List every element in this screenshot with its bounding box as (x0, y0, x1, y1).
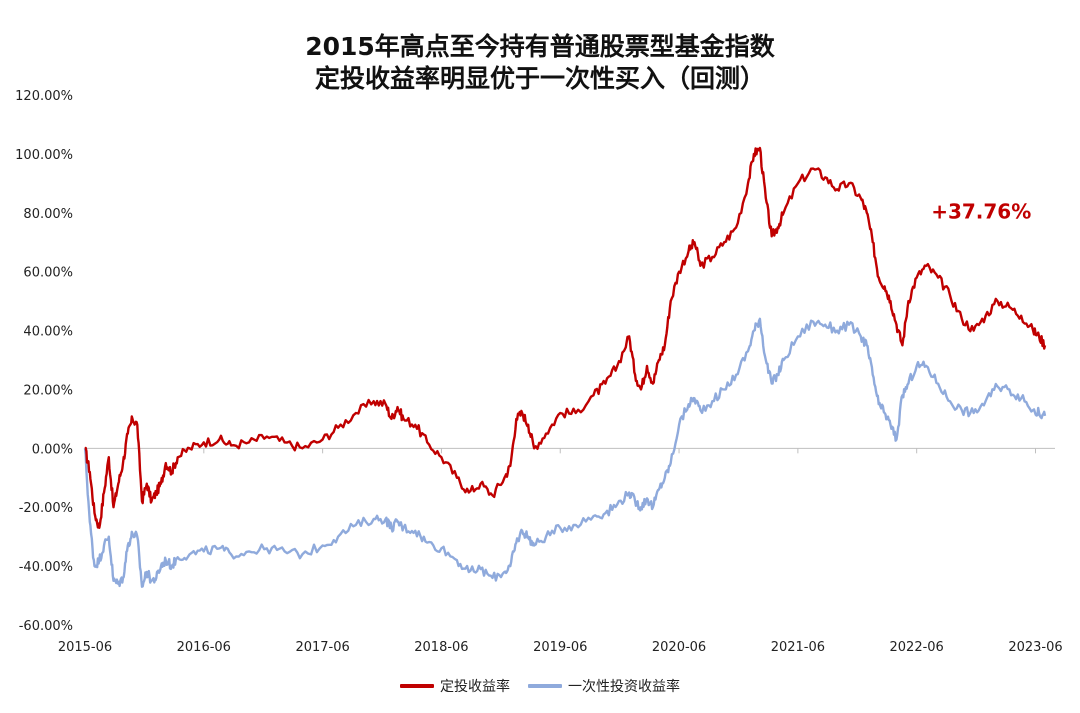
x-tick-label: 2015-06 (58, 640, 112, 655)
x-tick-label: 2019-06 (533, 640, 587, 655)
series-line-0 (84, 146, 1047, 529)
annotation-label: +37.76% (931, 200, 1031, 224)
legend-swatch-dingtou (400, 684, 434, 688)
series-lines (83, 146, 1047, 588)
y-axis-tick-labels: -60.00% -40.00% -20.00% 0.00% 20.00% 40.00% 60… (15, 89, 73, 634)
y-tick-label: 100.00% (15, 148, 73, 163)
chart-subtitle: 定投收益率明显优于一次性买入（回测） (314, 64, 765, 93)
x-tick-label: 2017-06 (295, 640, 349, 655)
annotations: +37.76% (931, 200, 1031, 224)
legend-swatch-lumpsum (528, 684, 562, 688)
series-line-1 (83, 317, 1047, 588)
y-tick-label: 60.00% (23, 266, 73, 281)
x-tick-label: 2020-06 (652, 640, 706, 655)
legend-item-dingtou: 定投收益率 (400, 676, 510, 696)
legend-label-dingtou: 定投收益率 (440, 679, 510, 695)
legend-label-lumpsum: 一次性投资收益率 (568, 679, 680, 695)
legend: 定投收益率 一次性投资收益率 (0, 676, 1080, 696)
y-tick-label: 120.00% (15, 89, 73, 104)
y-tick-label: 80.00% (23, 207, 73, 222)
y-tick-label: -20.00% (19, 501, 73, 516)
legend-item-lumpsum: 一次性投资收益率 (528, 676, 680, 696)
x-axis: 2015-06 2016-06 2017-06 2018-06 2019-06 2020-… (58, 447, 1063, 655)
y-tick-label: 40.00% (23, 325, 73, 340)
x-tick-label: 2021-06 (771, 640, 825, 655)
x-tick-label: 2018-06 (414, 640, 468, 655)
y-tick-label: 20.00% (23, 383, 73, 398)
x-tick-label: 2016-06 (177, 640, 231, 655)
x-tick-label: 2023-06 (1008, 640, 1062, 655)
x-tick-label: 2022-06 (890, 640, 944, 655)
y-tick-label: -40.00% (19, 560, 73, 575)
chart-title: 2015年高点至今持有普通股票型基金指数 (305, 32, 775, 61)
y-tick-label: -60.00% (19, 619, 73, 634)
y-tick-label: 0.00% (32, 442, 73, 457)
